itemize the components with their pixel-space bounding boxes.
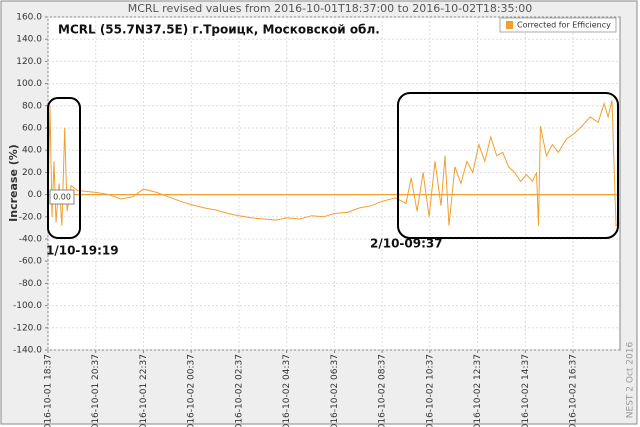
value-box [49,189,75,205]
value-label: 0.00 [53,193,71,202]
y-tick-label: 140.0 [16,35,42,45]
x-tick-label: 2016-10-02 14:37 [521,354,531,427]
y-tick-label: 20.0 [22,168,42,178]
credit: NEST 2 Oct 2016 [626,342,636,419]
y-tick-label: -40.0 [19,235,43,245]
y-tick-label: 60.0 [22,124,42,134]
line [47,100,621,227]
highlight-box [397,92,619,239]
highlight-box [47,97,81,239]
annotation: 1/10-19:19 [46,244,119,258]
x-tick-label: 2016-10-02 16:37 [569,354,579,427]
x-tick-label: 2016-10-01 22:37 [139,354,149,427]
x-tick-label: 2016-10-01 18:37 [44,354,54,427]
x-tick-label: 2016-10-02 10:37 [425,354,435,427]
x-tick-label: 2016-10-02 06:37 [330,354,340,427]
x-tick-label: 2016-10-01 20:37 [91,354,101,427]
x-tick-label: 2016-10-02 12:37 [473,354,483,427]
subtitle: MCRL (55.7N37.5E) г.Троицк, Московской о… [58,23,380,37]
y-tick-label: -120.0 [13,323,42,333]
y-tick-label: 100.0 [16,79,42,89]
y-tick-label: -20.0 [19,212,43,222]
y-tick-label: 120.0 [16,57,42,67]
legend-swatch [506,21,513,29]
x-tick-label: 2016-10-02 02:37 [234,354,244,427]
legend-label: Corrected for Efficiency [517,21,611,30]
legend-box [499,17,617,33]
x-tick-label: 2016-10-02 00:37 [187,354,197,427]
y-axis-label: Increase (%) [7,144,20,222]
y-tick-label: -60.0 [19,257,43,267]
y-tick-label: 0.0 [28,190,43,200]
y-tick-label: 40.0 [22,146,42,156]
y-tick-label: 160.0 [16,13,42,23]
annotation: 2/10-09:37 [370,237,443,251]
y-tick-label: 80.0 [22,101,42,111]
y-tick-label: -80.0 [19,279,43,289]
x-tick-label: 2016-10-02 08:37 [378,354,388,427]
x-tick-label: 2016-10-02 04:37 [282,354,292,427]
chart-title: MCRL revised values from 2016-10-01T18:3… [128,2,533,15]
y-tick-label: -140.0 [13,346,42,356]
y-tick-label: -100.0 [13,301,42,311]
